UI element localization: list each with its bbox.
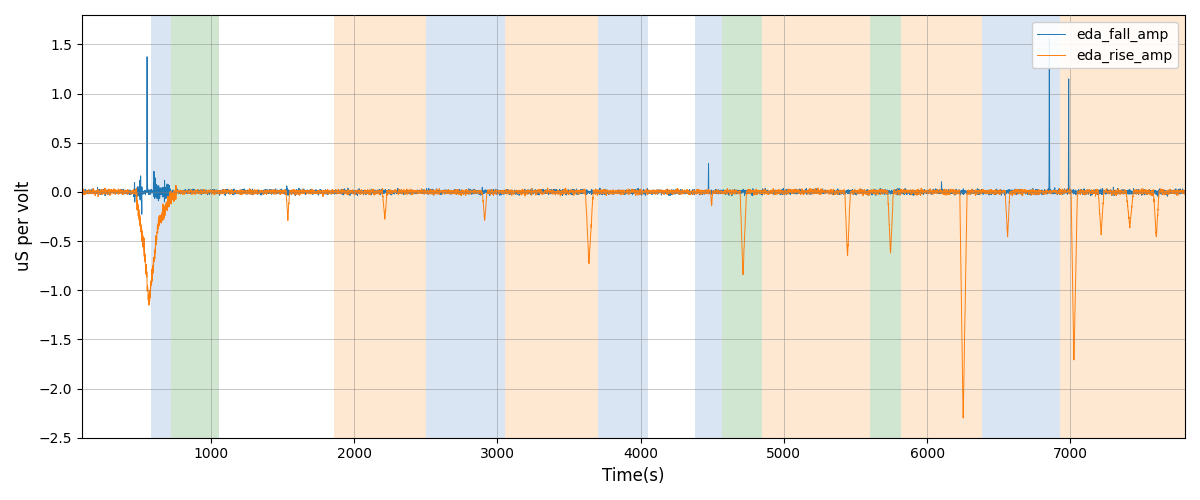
eda_fall_amp	[1177, 191, 1192, 197]
Bar	[334, 15, 426, 438]
Bar	[426, 15, 504, 438]
eda_rise_amp	[787, 190, 802, 196]
eda_rise_amp	[1177, 190, 1192, 196]
eda_rise_amp	[160, 200, 174, 206]
eda_fall_amp	[622, 188, 636, 194]
eda_rise_amp	[956, 415, 971, 421]
eda_rise_amp	[622, 189, 636, 195]
X-axis label: Time(s): Time(s)	[602, 467, 665, 485]
eda_fall_amp	[1042, 36, 1056, 42]
eda_fall_amp	[871, 188, 886, 194]
eda_fall_amp	[526, 191, 540, 197]
eda_rise_amp	[168, 182, 182, 188]
eda_fall_amp	[239, 188, 253, 194]
eda_fall_amp	[60, 188, 74, 194]
eda_rise_amp	[239, 190, 253, 196]
Line: eda_rise_amp: eda_rise_amp	[67, 186, 1184, 418]
eda_rise_amp	[60, 190, 74, 196]
Bar	[982, 15, 1061, 438]
Bar	[722, 15, 762, 438]
Y-axis label: uS per volt: uS per volt	[14, 181, 32, 272]
eda_rise_amp	[871, 190, 886, 196]
Bar	[870, 15, 901, 438]
eda_rise_amp	[526, 190, 540, 196]
Legend: eda_fall_amp, eda_rise_amp: eda_fall_amp, eda_rise_amp	[1032, 22, 1178, 68]
Line: eda_fall_amp: eda_fall_amp	[67, 38, 1184, 214]
Bar	[598, 15, 648, 438]
Bar	[170, 15, 220, 438]
Bar	[695, 15, 722, 438]
Bar	[901, 15, 982, 438]
Bar	[151, 15, 170, 438]
eda_fall_amp	[134, 212, 149, 218]
eda_fall_amp	[160, 192, 174, 198]
Bar	[1061, 15, 1186, 438]
Bar	[504, 15, 598, 438]
Bar	[762, 15, 870, 438]
eda_fall_amp	[787, 190, 802, 196]
